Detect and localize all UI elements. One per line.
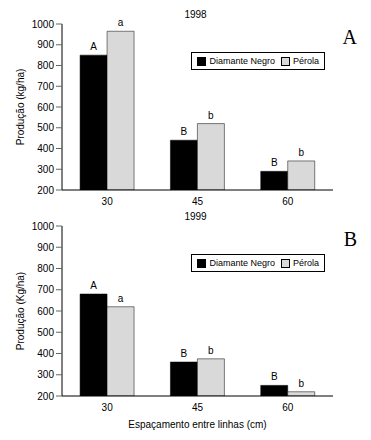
html-text:Diamante Negro: Diamante Negro xyxy=(209,56,275,66)
svg-text:60: 60 xyxy=(282,402,294,413)
html-text:1998: 1998 xyxy=(184,9,207,20)
svg-text:800: 800 xyxy=(37,263,54,274)
svg-text:1000: 1000 xyxy=(32,19,55,30)
svg-text:30: 30 xyxy=(102,196,114,207)
svg-text:Produção (kg/ha): Produção (kg/ha) xyxy=(15,69,26,146)
svg-text:B: B xyxy=(181,126,188,137)
svg-text:b: b xyxy=(208,110,214,121)
html-text:Pérola: Pérola xyxy=(293,56,319,66)
svg-text:800: 800 xyxy=(37,60,54,71)
svg-text:Espaçamento entre linhas (cm): Espaçamento entre linhas (cm) xyxy=(128,419,266,430)
svg-text:b: b xyxy=(208,345,214,356)
svg-text:400: 400 xyxy=(37,143,54,154)
svg-text:60: 60 xyxy=(282,196,294,207)
svg-text:a: a xyxy=(118,17,124,28)
svg-text:B: B xyxy=(271,371,278,382)
svg-text:b: b xyxy=(298,378,304,389)
svg-text:400: 400 xyxy=(37,348,54,359)
svg-text:45: 45 xyxy=(192,402,204,413)
svg-text:B: B xyxy=(271,157,278,168)
svg-text:b: b xyxy=(298,147,304,158)
svg-text:200: 200 xyxy=(37,185,54,196)
html-text:Diamante Negro: Diamante Negro xyxy=(209,258,275,268)
svg-text:a: a xyxy=(118,293,124,304)
svg-text:45: 45 xyxy=(192,196,204,207)
svg-text:700: 700 xyxy=(37,284,54,295)
svg-text:500: 500 xyxy=(37,122,54,133)
svg-text:600: 600 xyxy=(37,102,54,113)
svg-text:500: 500 xyxy=(37,327,54,338)
svg-text:A: A xyxy=(90,280,97,291)
svg-text:700: 700 xyxy=(37,81,54,92)
svg-text:300: 300 xyxy=(37,369,54,380)
svg-text:300: 300 xyxy=(37,164,54,175)
html-text:Pérola: Pérola xyxy=(293,258,319,268)
html-text:1999: 1999 xyxy=(184,211,207,222)
svg-text:1000: 1000 xyxy=(32,221,55,232)
svg-text:200: 200 xyxy=(37,391,54,402)
svg-text:30: 30 xyxy=(102,402,114,413)
svg-text:900: 900 xyxy=(37,242,54,253)
svg-text:B: B xyxy=(181,348,188,359)
svg-text:600: 600 xyxy=(37,306,54,317)
svg-text:900: 900 xyxy=(37,39,54,50)
svg-text:A: A xyxy=(90,41,97,52)
html-text:A: A xyxy=(342,26,357,48)
svg-text:Produção (Kg/ha): Produção (Kg/ha) xyxy=(15,272,26,350)
html-text:B: B xyxy=(343,228,357,250)
